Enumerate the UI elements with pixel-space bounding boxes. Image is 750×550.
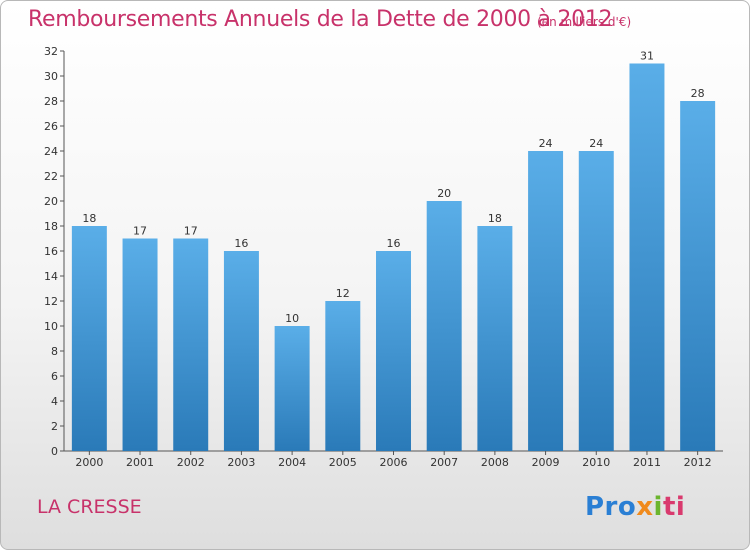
x-tick-label-2008: 2008 xyxy=(481,456,509,469)
data-label-2003: 16 xyxy=(234,237,248,250)
bar-2009 xyxy=(528,151,564,451)
proxiti-logo: Proxiti xyxy=(585,492,685,522)
y-tick-label: 22 xyxy=(44,170,58,183)
y-tick-label: 24 xyxy=(44,145,58,158)
data-label-2010: 24 xyxy=(589,137,603,150)
x-tick-label-2011: 2011 xyxy=(633,456,661,469)
y-tick-label: 12 xyxy=(44,295,58,308)
data-label-2001: 17 xyxy=(133,225,147,238)
bar-2007 xyxy=(426,201,462,451)
commune-name: LA CRESSE xyxy=(37,496,142,518)
y-tick-label: 30 xyxy=(44,70,58,83)
y-tick-label: 0 xyxy=(51,445,58,458)
bar-2010 xyxy=(578,151,614,451)
x-tick-label-2002: 2002 xyxy=(177,456,205,469)
bar-2001 xyxy=(122,238,158,451)
data-label-2006: 16 xyxy=(387,237,401,250)
x-tick-label-2003: 2003 xyxy=(227,456,255,469)
y-tick-label: 16 xyxy=(44,245,58,258)
bar-2012 xyxy=(680,101,716,451)
logo-part: x xyxy=(636,492,654,522)
bar-2003 xyxy=(223,251,259,451)
data-label-2000: 18 xyxy=(82,212,96,225)
data-label-2009: 24 xyxy=(539,137,553,150)
x-tick-label-2004: 2004 xyxy=(278,456,306,469)
x-tick-label-2007: 2007 xyxy=(430,456,458,469)
logo-part: i xyxy=(653,492,663,522)
logo-part: Pro xyxy=(585,492,637,522)
chart-bars: 18 17 17 16 10 12 16 20 18 24 24 31 28 xyxy=(71,50,716,451)
data-label-2002: 17 xyxy=(184,225,198,238)
bar-2005 xyxy=(325,301,361,451)
bar-2000 xyxy=(71,226,107,451)
y-tick-label: 4 xyxy=(51,395,58,408)
y-tick-label: 2 xyxy=(51,420,58,433)
data-label-2005: 12 xyxy=(336,287,350,300)
x-tick-label-2000: 2000 xyxy=(75,456,103,469)
y-tick-label: 32 xyxy=(44,45,58,58)
data-label-2008: 18 xyxy=(488,212,502,225)
y-tick-label: 20 xyxy=(44,195,58,208)
bar-2002 xyxy=(173,238,209,451)
y-tick-label: 18 xyxy=(44,220,58,233)
y-tick-label: 6 xyxy=(51,370,58,383)
bar-2008 xyxy=(477,226,513,451)
y-tick-label: 28 xyxy=(44,95,58,108)
x-tick-label-2012: 2012 xyxy=(684,456,712,469)
x-tick-label-2001: 2001 xyxy=(126,456,154,469)
logo-part: ti xyxy=(662,492,686,522)
data-label-2004: 10 xyxy=(285,312,299,325)
x-tick-label-2009: 2009 xyxy=(532,456,560,469)
chart-title: Remboursements Annuels de la Dette de 20… xyxy=(28,7,613,32)
x-tick-label-2010: 2010 xyxy=(582,456,610,469)
bar-2004 xyxy=(274,326,310,451)
x-tick-label-2005: 2005 xyxy=(329,456,357,469)
y-tick-label: 10 xyxy=(44,320,58,333)
bar-2006 xyxy=(376,251,411,451)
chart-subtitle: (en milliers d'€) xyxy=(537,15,632,29)
y-tick-label: 8 xyxy=(51,345,58,358)
x-tick-label-2006: 2006 xyxy=(380,456,408,469)
data-label-2007: 20 xyxy=(437,187,451,200)
y-tick-label: 14 xyxy=(44,270,58,283)
data-label-2011: 31 xyxy=(640,50,654,63)
data-label-2012: 28 xyxy=(691,87,705,100)
bar-2011 xyxy=(629,63,665,451)
y-tick-label: 26 xyxy=(44,120,58,133)
